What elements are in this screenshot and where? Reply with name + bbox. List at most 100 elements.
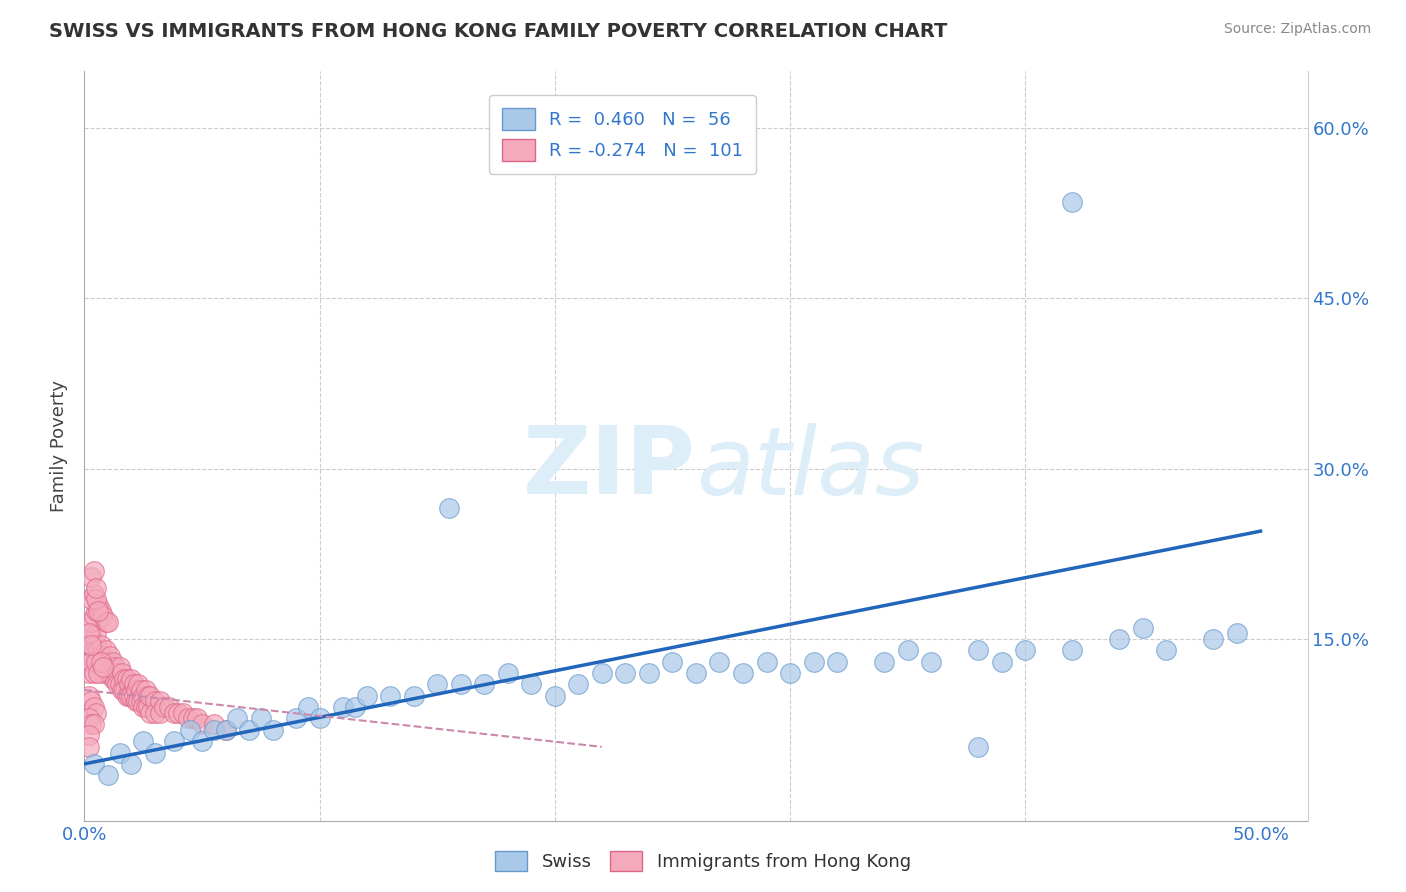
- Point: [87, 666, 110, 681]
- Point: [308, 711, 330, 725]
- Point: [202, 717, 225, 731]
- Point: [135, 683, 157, 698]
- Text: atlas: atlas: [696, 423, 924, 514]
- Point: [104, 660, 127, 674]
- Point: [332, 700, 354, 714]
- Point: [122, 677, 145, 691]
- Point: [80, 638, 103, 652]
- Point: [343, 700, 366, 714]
- Point: [112, 683, 135, 698]
- Point: [83, 586, 105, 600]
- Point: [135, 700, 157, 714]
- Point: [83, 609, 105, 624]
- Point: [226, 711, 249, 725]
- Point: [87, 604, 110, 618]
- Point: [80, 569, 103, 583]
- Point: [825, 655, 848, 669]
- Point: [101, 672, 124, 686]
- Point: [214, 723, 236, 737]
- Point: [120, 689, 142, 703]
- Point: [108, 677, 131, 691]
- Point: [105, 677, 128, 691]
- Point: [163, 706, 186, 720]
- Point: [83, 756, 105, 771]
- Point: [186, 711, 208, 725]
- Point: [77, 711, 100, 725]
- Point: [262, 723, 284, 737]
- Point: [1226, 626, 1249, 640]
- Point: [84, 706, 107, 720]
- Point: [115, 672, 138, 686]
- Point: [97, 768, 120, 782]
- Point: [108, 746, 131, 760]
- Point: [91, 666, 114, 681]
- Point: [437, 501, 460, 516]
- Point: [143, 746, 166, 760]
- Point: [91, 660, 114, 674]
- Point: [153, 700, 176, 714]
- Legend: R =  0.460   N =  56, R = -0.274   N =  101: R = 0.460 N = 56, R = -0.274 N = 101: [489, 95, 755, 174]
- Point: [172, 706, 194, 720]
- Point: [80, 717, 103, 731]
- Point: [77, 739, 100, 754]
- Point: [80, 592, 103, 607]
- Point: [80, 694, 103, 708]
- Point: [104, 672, 127, 686]
- Point: [90, 638, 112, 652]
- Point: [214, 723, 236, 737]
- Point: [238, 723, 260, 737]
- Point: [132, 700, 155, 714]
- Point: [143, 706, 166, 720]
- Point: [873, 655, 896, 669]
- Point: [77, 689, 100, 703]
- Point: [125, 683, 148, 698]
- Point: [638, 666, 661, 681]
- Point: [149, 694, 172, 708]
- Point: [1014, 643, 1036, 657]
- Point: [1202, 632, 1225, 646]
- Point: [77, 626, 100, 640]
- Point: [80, 626, 103, 640]
- Point: [591, 666, 613, 681]
- Point: [127, 677, 149, 691]
- Point: [90, 648, 112, 663]
- Point: [80, 655, 103, 669]
- Point: [118, 689, 141, 703]
- Point: [920, 655, 942, 669]
- Point: [84, 581, 107, 595]
- Point: [709, 655, 731, 669]
- Point: [297, 700, 319, 714]
- Text: Source: ZipAtlas.com: Source: ZipAtlas.com: [1223, 22, 1371, 37]
- Point: [143, 694, 166, 708]
- Text: ZIP: ZIP: [523, 423, 696, 515]
- Point: [127, 694, 149, 708]
- Point: [472, 677, 495, 691]
- Point: [685, 666, 707, 681]
- Point: [167, 706, 190, 720]
- Point: [181, 711, 204, 725]
- Point: [496, 666, 519, 681]
- Point: [520, 677, 543, 691]
- Point: [83, 655, 105, 669]
- Point: [94, 643, 117, 657]
- Point: [125, 694, 148, 708]
- Point: [249, 711, 271, 725]
- Point: [139, 689, 162, 703]
- Point: [77, 729, 100, 743]
- Point: [87, 598, 110, 612]
- Point: [83, 643, 105, 657]
- Point: [90, 604, 112, 618]
- Point: [83, 666, 105, 681]
- Point: [614, 666, 637, 681]
- Point: [97, 615, 120, 629]
- Point: [149, 706, 172, 720]
- Point: [755, 655, 778, 669]
- Point: [202, 723, 225, 737]
- Point: [1108, 632, 1130, 646]
- Point: [132, 689, 155, 703]
- Point: [132, 734, 155, 748]
- Point: [1062, 643, 1084, 657]
- Point: [101, 655, 124, 669]
- Point: [191, 717, 214, 731]
- Point: [967, 643, 990, 657]
